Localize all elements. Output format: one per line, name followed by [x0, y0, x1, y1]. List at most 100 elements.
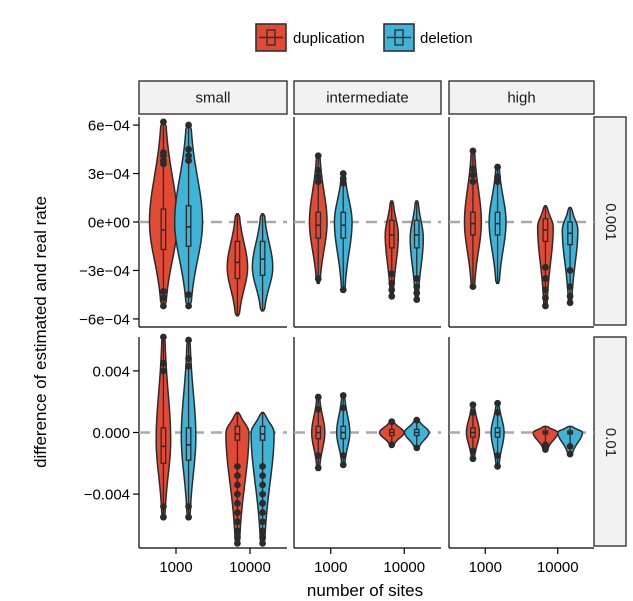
legend: duplication deletion: [255, 23, 473, 52]
outlier-point: [259, 527, 266, 535]
outlier-point: [259, 462, 266, 470]
violin-deletion-1000: [173, 121, 204, 310]
outlier-point: [160, 503, 167, 510]
outlier-point: [160, 333, 167, 341]
violin-duplication-1000: [308, 152, 328, 285]
y-tick-label: 6e−04: [88, 118, 130, 135]
outlier-point: [314, 405, 322, 413]
outlier-point: [234, 472, 241, 480]
outlier-point: [185, 513, 192, 521]
outlier-point: [234, 533, 241, 541]
outlier-point: [234, 527, 241, 535]
strip-label-intermediate: intermediate: [326, 90, 409, 107]
outlier-point: [339, 404, 347, 412]
outlier-point: [566, 450, 574, 458]
outlier-point: [234, 490, 241, 498]
y-axes: 6e−04 3e−04 0e+00 −3e−04 −6e−04 0.004 0.000 −0.…: [79, 118, 139, 504]
violin-duplication-10000: [532, 425, 559, 453]
x-tick-label: 1000: [469, 559, 502, 576]
violin-duplication-1000: [155, 333, 172, 521]
outlier-point: [314, 152, 322, 160]
outlier-point: [339, 392, 347, 399]
strip-label-small: small: [195, 90, 230, 107]
outlier-point: [388, 418, 396, 426]
outlier-point: [185, 157, 192, 165]
outlier-point: [388, 292, 396, 300]
outlier-point: [566, 283, 574, 291]
outlier-point: [259, 509, 266, 516]
violin-box: [160, 208, 167, 251]
outlier-point: [339, 286, 347, 294]
outlier-point: [234, 518, 241, 526]
outlier-point: [339, 179, 347, 187]
outlier-point: [185, 121, 192, 129]
strip-row-0.001: [593, 116, 627, 326]
panel-r0-c0: [138, 117, 287, 328]
outlier-point: [234, 539, 241, 547]
x-tick-label: 1000: [159, 559, 192, 576]
outlier-point: [185, 355, 192, 362]
outlier-point: [413, 283, 421, 291]
outlier-point: [234, 499, 241, 507]
outlier-point: [469, 283, 477, 291]
violin-deletion-10000: [250, 411, 275, 547]
outlier-point: [160, 288, 167, 295]
outlier-point: [388, 441, 396, 449]
panel-r1-c1: [293, 337, 441, 549]
outlier-point: [185, 503, 192, 510]
outlier-point: [413, 444, 421, 452]
violin-duplication-1000: [310, 393, 326, 472]
outlier-point: [469, 178, 477, 186]
outlier-point: [469, 147, 477, 155]
violin-duplication-10000: [378, 418, 405, 449]
outlier-point: [494, 452, 501, 459]
y-tick-label: −6e−04: [79, 311, 130, 328]
outlier-point: [566, 442, 574, 450]
outlier-point: [388, 279, 396, 287]
outlier-point: [160, 302, 167, 310]
outlier-point: [494, 173, 501, 181]
outlier-point: [388, 286, 396, 294]
outlier-point: [259, 499, 266, 507]
violin-duplication-10000: [384, 200, 400, 300]
x-axes: 1000 10000 1000 10000 1000 10000: [159, 548, 579, 576]
strip-row-0.01: [593, 336, 627, 547]
outlier-point: [542, 286, 549, 294]
violin-deletion-10000: [403, 416, 430, 452]
outlier-point: [542, 302, 549, 310]
outlier-point: [160, 160, 167, 168]
panel-r0-c2: [448, 117, 594, 328]
facet-panels: [138, 117, 594, 549]
violin-deletion-1000: [335, 392, 351, 469]
outlier-point: [494, 163, 501, 171]
panel-r1-c0: [138, 333, 287, 549]
outlier-point: [160, 513, 167, 521]
violin-deletion-10000: [561, 206, 579, 307]
y-tick-label: 0e+00: [88, 215, 130, 232]
outlier-point: [160, 359, 167, 367]
outlier-point: [542, 275, 549, 282]
outlier-point: [494, 399, 501, 407]
x-tick-label: 10000: [537, 559, 579, 576]
y-tick-label: 0.004: [92, 363, 130, 380]
y-axis-title: difference of estimated and real rate: [31, 196, 50, 468]
violin-duplication-1000: [148, 118, 179, 310]
legend-key-box-duplication: [266, 29, 276, 46]
violin-deletion-10000: [251, 213, 274, 312]
strip-label-0.001: 0.001: [602, 203, 619, 241]
outlier-point: [339, 452, 347, 459]
outlier-point: [494, 462, 501, 470]
outlier-point: [185, 291, 192, 299]
outlier-point: [259, 481, 266, 489]
outlier-point: [185, 336, 192, 344]
violin-box: [234, 240, 241, 280]
outlier-point: [160, 152, 167, 160]
outlier-point: [494, 409, 501, 416]
outlier-point: [542, 446, 549, 453]
y-tick-label: −3e−04: [79, 263, 130, 280]
outlier-point: [469, 447, 477, 455]
outlier-point: [314, 166, 322, 174]
facet-strips: small intermediate high 0.001 0.01: [138, 80, 627, 547]
x-axis-title: number of sites: [307, 581, 423, 600]
x-tick-label: 10000: [383, 559, 425, 576]
